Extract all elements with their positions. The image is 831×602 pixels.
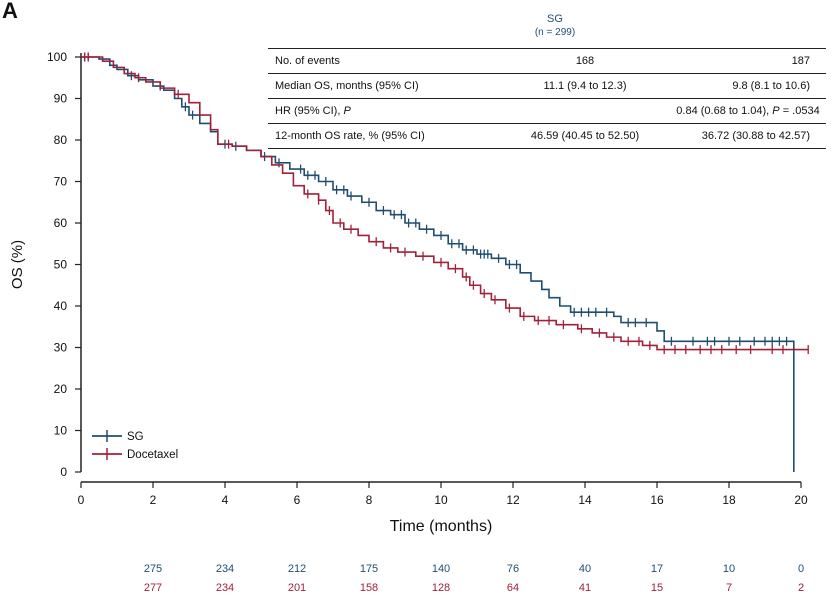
legend: SG Docetaxel — [92, 430, 178, 461]
x-tick-label: 0 — [78, 493, 85, 507]
y-tick-label: 80 — [54, 133, 68, 147]
x-tick-label: 8 — [366, 493, 373, 507]
panel-label: A — [2, 0, 18, 23]
docetaxel-value: 36.72 (30.88 to 42.57) — [660, 123, 826, 149]
legend-label-docetaxel: Docetaxel — [127, 449, 178, 461]
x-axis-label: Time (months) — [390, 518, 493, 535]
y-tick-label: 30 — [54, 341, 68, 355]
y-tick-label: 40 — [54, 299, 68, 313]
survival-curves — [81, 52, 809, 472]
docetaxel-at-risk-count: 201 — [287, 582, 307, 594]
y-tick-label: 0 — [60, 465, 67, 479]
x-tick-label: 4 — [222, 493, 229, 507]
sg-at-risk-count: 275 — [143, 563, 163, 575]
table-row-12-month-rate: 12-month OS rate, % (95% CI) 46.59 (40.4… — [268, 123, 826, 149]
row-label: 12-month OS rate, % (95% CI) — [268, 123, 510, 149]
sg-at-risk-count: 140 — [431, 563, 451, 575]
docetaxel-at-risk-count: 15 — [650, 582, 664, 594]
hr-value: 0.84 (0.68 to 1.04), P = .0534 — [510, 98, 826, 124]
y-axis-label: OS (%) — [9, 240, 26, 289]
docetaxel-at-risk-count: 128 — [431, 582, 451, 594]
sg-at-risk-count: 40 — [578, 563, 592, 575]
y-tick-label: 10 — [54, 424, 68, 438]
docetaxel-at-risk-count: 277 — [143, 582, 163, 594]
docetaxel-at-risk-count: 41 — [578, 582, 592, 594]
y-tick-label: 50 — [54, 258, 68, 272]
y-tick-label: 60 — [54, 216, 68, 230]
sg-header-n: (n = 299) — [534, 27, 576, 38]
x-tick-label: 14 — [578, 493, 592, 507]
sg-header-title: SG — [547, 13, 563, 25]
x-tick-label: 12 — [506, 493, 520, 507]
y-tick-label: 90 — [54, 92, 68, 106]
y-tick-label: 100 — [47, 50, 67, 64]
y-tick-label: 20 — [54, 382, 68, 396]
axes: 0 10 20 30 40 50 60 70 80 90 100 0 2 4 6 8 10 12 14 16 18 20 T… — [9, 50, 808, 535]
sg-at-risk-count: 0 — [797, 563, 805, 575]
sg-at-risk-count: 17 — [650, 563, 664, 575]
x-tick-label: 18 — [722, 493, 736, 507]
x-tick-label: 6 — [294, 493, 301, 507]
docetaxel-at-risk-count: 158 — [359, 582, 379, 594]
docetaxel-curve — [81, 56, 809, 351]
sg-at-risk-count: 212 — [287, 563, 307, 575]
table-row-events: No. of events 168 187 — [268, 48, 826, 74]
sg-value: 46.59 (40.45 to 52.50) — [510, 123, 660, 149]
table-row-hr: HR (95% CI), P 0.84 (0.68 to 1.04), P = … — [268, 98, 826, 124]
sg-value: 168 — [510, 48, 660, 74]
table-sg-column-header: SG (n = 299) — [480, 12, 630, 40]
x-tick-label: 16 — [650, 493, 664, 507]
table-row-median-os: Median OS, months (95% CI) 11.1 (9.4 to … — [268, 73, 826, 99]
legend-label-sg: SG — [127, 431, 144, 443]
summary-stats-table: No. of events 168 187 Median OS, months … — [268, 48, 826, 149]
sg-value: 11.1 (9.4 to 12.3) — [510, 73, 660, 99]
docetaxel-at-risk-count: 64 — [506, 582, 520, 594]
sg-at-risk-count: 76 — [506, 563, 520, 575]
docetaxel-at-risk-count: 2 — [797, 582, 805, 594]
row-label: HR (95% CI), P — [268, 98, 510, 124]
docetaxel-at-risk-count: 7 — [725, 582, 733, 594]
x-tick-label: 10 — [434, 493, 448, 507]
x-tick-label: 20 — [794, 493, 808, 507]
sg-at-risk-count: 175 — [359, 563, 379, 575]
row-label: Median OS, months (95% CI) — [268, 73, 510, 99]
sg-at-risk-count: 234 — [215, 563, 235, 575]
docetaxel-value: 9.8 (8.1 to 10.6) — [660, 73, 826, 99]
docetaxel-value: 187 — [660, 48, 826, 74]
sg-at-risk-count: 10 — [722, 563, 736, 575]
x-tick-label: 2 — [150, 493, 157, 507]
row-label: No. of events — [268, 48, 510, 74]
docetaxel-at-risk-count: 234 — [215, 582, 235, 594]
y-tick-label: 70 — [54, 175, 68, 189]
